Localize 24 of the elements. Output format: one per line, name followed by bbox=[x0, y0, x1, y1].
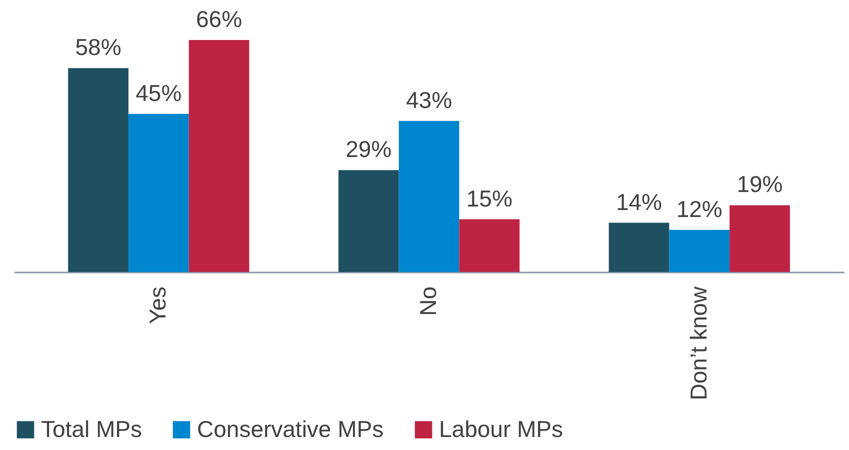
data-label: 19% bbox=[736, 171, 783, 198]
data-label: 66% bbox=[196, 6, 242, 32]
bar bbox=[128, 114, 189, 272]
data-label: 29% bbox=[346, 136, 392, 162]
data-label: 43% bbox=[406, 86, 452, 113]
data-label: 45% bbox=[136, 80, 182, 106]
bar bbox=[459, 219, 520, 272]
legend-label: Labour MPs bbox=[439, 416, 564, 442]
bar bbox=[608, 222, 670, 272]
bar bbox=[398, 120, 460, 272]
x-tick-label: Yes bbox=[144, 286, 171, 324]
data-label: 15% bbox=[466, 185, 512, 212]
data-label: 12% bbox=[676, 196, 722, 222]
bar bbox=[669, 230, 730, 272]
bar bbox=[730, 205, 790, 272]
bar bbox=[68, 68, 128, 272]
data-label: 14% bbox=[616, 188, 662, 215]
legend-label: Conservative MPs bbox=[197, 416, 384, 442]
bar bbox=[188, 40, 250, 272]
x-tick-label: No bbox=[415, 286, 441, 316]
data-label: 58% bbox=[75, 34, 122, 60]
legend-label: Total MPs bbox=[41, 416, 142, 442]
x-tick-label: Don’t know bbox=[685, 286, 712, 400]
bar bbox=[338, 170, 399, 272]
